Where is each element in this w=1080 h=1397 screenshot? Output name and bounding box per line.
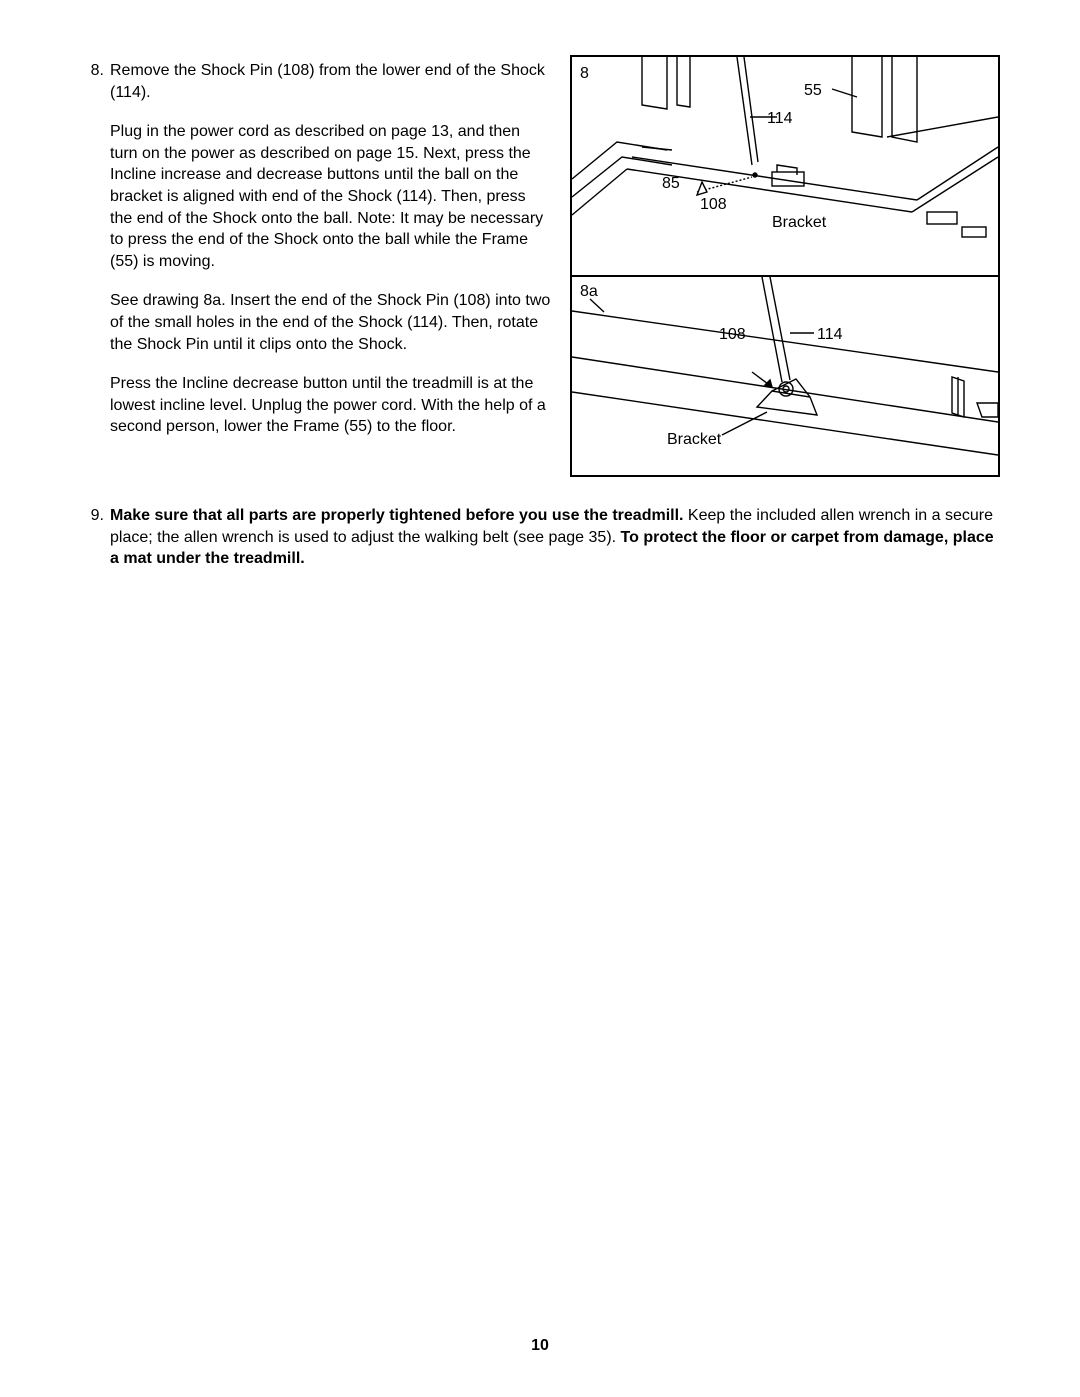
diagram-8a-svg	[572, 277, 998, 477]
diagram-8-panel-label: 8	[580, 63, 589, 85]
diagram-8a-label-bracket: Bracket	[667, 429, 721, 451]
step-9-bold-1: Make sure that all parts are properly ti…	[110, 507, 683, 524]
diagram-8-label-bracket: Bracket	[772, 212, 826, 234]
page-number: 10	[0, 1335, 1080, 1357]
step-8-p4: Press the Incline decrease button until …	[110, 373, 552, 438]
diagram-column: 8 55 114 85 108 Bracket	[570, 55, 1000, 477]
diagram-8-label-114: 114	[767, 108, 793, 130]
step-9-number: 9.	[80, 505, 104, 527]
step-8-p1: Remove the Shock Pin (108) from the lowe…	[110, 60, 552, 103]
diagram-8a-label-114: 114	[817, 324, 843, 346]
diagram-8a-panel-label: 8a	[580, 281, 598, 303]
text-column: 8. Remove the Shock Pin (108) from the l…	[80, 55, 552, 438]
step-8-p2: Plug in the power cord as described on p…	[110, 121, 552, 272]
step-9-body: Make sure that all parts are properly ti…	[110, 505, 1000, 570]
step-8-body: Remove the Shock Pin (108) from the lowe…	[110, 60, 552, 438]
diagram-8-label-85: 85	[662, 173, 680, 195]
diagram-8-label-55: 55	[804, 80, 822, 102]
content-row: 8. Remove the Shock Pin (108) from the l…	[80, 55, 1000, 477]
step-8-number: 8.	[80, 60, 104, 82]
step-9: 9. Make sure that all parts are properly…	[80, 505, 1000, 570]
diagram-8-svg	[572, 57, 998, 275]
diagram-8a-panel: 8a 108 114 Bracket	[572, 275, 998, 475]
diagram-8-panel: 8 55 114 85 108 Bracket	[572, 57, 998, 275]
diagram-8-label-108: 108	[700, 194, 727, 216]
step-8-p3: See drawing 8a. Insert the end of the Sh…	[110, 290, 552, 355]
step-8: 8. Remove the Shock Pin (108) from the l…	[80, 60, 552, 438]
diagram-8a-label-108: 108	[719, 324, 746, 346]
diagram-box: 8 55 114 85 108 Bracket	[570, 55, 1000, 477]
